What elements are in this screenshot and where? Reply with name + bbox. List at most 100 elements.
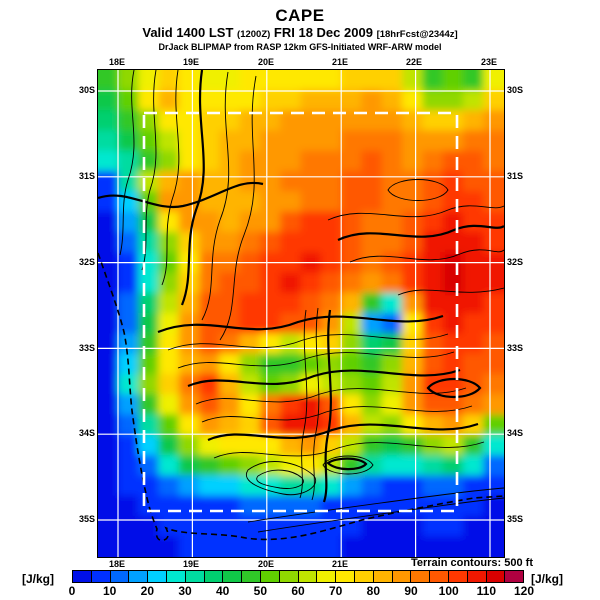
heatmap-cell bbox=[300, 89, 322, 112]
colorbar-segment bbox=[485, 571, 505, 582]
heatmap-cell bbox=[280, 495, 302, 517]
colorbar-segment bbox=[222, 571, 242, 582]
heatmap-cell bbox=[483, 272, 504, 294]
heatmap-cell bbox=[442, 292, 464, 314]
colorbar-segment bbox=[353, 571, 373, 582]
heatmap-cell bbox=[178, 70, 200, 91]
heatmap-cell bbox=[361, 536, 383, 557]
colorbar-units-right: [J/kg] bbox=[531, 572, 564, 586]
heatmap-cell bbox=[239, 536, 261, 557]
heatmap-cell bbox=[199, 130, 221, 152]
heatmap-cell bbox=[402, 353, 424, 375]
colorbar-tick-label: 0 bbox=[68, 584, 76, 598]
heatmap-cell bbox=[422, 536, 444, 557]
heatmap-cell bbox=[117, 170, 140, 193]
heatmap-cell bbox=[422, 70, 444, 91]
heatmap-cell bbox=[98, 536, 119, 557]
heatmap-cell bbox=[138, 70, 160, 91]
colorbar-segment bbox=[447, 571, 467, 582]
heatmap-cell bbox=[300, 394, 322, 416]
heatmap-cell bbox=[462, 313, 485, 335]
heatmap-cell bbox=[158, 292, 180, 314]
graticule-gridlines bbox=[98, 70, 504, 557]
heatmap-cell bbox=[300, 150, 322, 172]
lat-tick-label: 35S bbox=[507, 514, 524, 524]
heatmap-cell bbox=[442, 333, 464, 355]
heatmap-cell bbox=[422, 434, 444, 457]
heatmap-cell bbox=[199, 434, 221, 457]
heatmap-cell bbox=[402, 394, 424, 416]
lon-tick-label: 20E bbox=[257, 559, 275, 569]
heatmap-cell bbox=[300, 170, 322, 193]
heatmap-cell bbox=[361, 333, 383, 355]
heatmap-cell bbox=[483, 536, 504, 557]
heatmap-cell bbox=[158, 150, 180, 172]
heatmap-cell bbox=[199, 495, 221, 517]
lat-tick-label: 34S bbox=[78, 428, 95, 438]
heatmap-cell bbox=[300, 313, 322, 335]
lat-tick-label: 32S bbox=[78, 257, 95, 267]
heatmap-cell bbox=[402, 170, 424, 193]
heatmap-cell bbox=[483, 150, 504, 172]
colorbar-segment bbox=[316, 571, 336, 582]
heatmap-cell bbox=[341, 211, 363, 233]
heatmap-cell bbox=[462, 394, 485, 416]
heatmap-cell bbox=[199, 272, 221, 294]
heatmap-cell bbox=[300, 536, 322, 557]
heatmap-cell bbox=[138, 353, 160, 375]
heatmap-cell bbox=[239, 313, 261, 335]
heatmap-cell bbox=[483, 394, 504, 416]
heatmap-cell bbox=[442, 394, 464, 416]
heatmap-cell bbox=[483, 414, 504, 436]
lon-tick-label: 20E bbox=[257, 57, 275, 67]
heatmap-cell bbox=[158, 191, 180, 213]
heatmap-cell bbox=[483, 170, 504, 193]
heatmap-cell bbox=[341, 373, 363, 396]
heatmap-cell bbox=[422, 455, 444, 477]
heatmap-cell bbox=[462, 455, 485, 477]
heatmap-cell bbox=[402, 272, 424, 294]
heatmap-cell bbox=[199, 373, 221, 396]
heatmap-cell bbox=[138, 394, 160, 416]
heatmap-cell bbox=[320, 272, 343, 294]
colorbar-segment bbox=[278, 571, 298, 582]
heatmap-cell bbox=[219, 333, 241, 355]
heatmap-cell bbox=[199, 313, 221, 335]
heatmap-cell bbox=[280, 231, 302, 254]
heatmap-cell bbox=[361, 150, 383, 172]
heatmap-cell bbox=[402, 536, 424, 557]
heatmap-cell bbox=[320, 414, 343, 436]
heatmap-cell bbox=[483, 89, 504, 112]
heatmap-cell bbox=[341, 475, 363, 497]
colorbar-segment bbox=[259, 571, 279, 582]
heatmap-cell bbox=[483, 313, 504, 335]
heatmap-cell bbox=[178, 495, 200, 517]
heatmap-cell bbox=[138, 333, 160, 355]
heatmap-cell bbox=[442, 130, 464, 152]
heatmap-cell bbox=[239, 414, 261, 436]
heatmap-cell bbox=[199, 89, 221, 112]
heatmap-cell bbox=[422, 394, 444, 416]
heatmap-cell bbox=[320, 353, 343, 375]
heatmap-cell bbox=[280, 394, 302, 416]
heatmap-cell bbox=[158, 333, 180, 355]
heatmap-cell bbox=[117, 292, 140, 314]
heatmap-cell bbox=[320, 333, 343, 355]
heatmap-cell bbox=[422, 130, 444, 152]
heatmap-cell bbox=[422, 191, 444, 213]
heatmap-cell bbox=[462, 475, 485, 497]
heatmap-cell bbox=[219, 130, 241, 152]
heatmap-cell bbox=[178, 394, 200, 416]
heatmap-cell bbox=[320, 150, 343, 172]
heatmap-cell bbox=[138, 475, 160, 497]
lon-tick-label: 22E bbox=[405, 57, 423, 67]
heatmap-cell bbox=[219, 373, 241, 396]
heatmap-cell bbox=[259, 110, 282, 132]
heatmap-cell bbox=[239, 272, 261, 294]
heatmap-cell bbox=[300, 475, 322, 497]
heatmap-cell bbox=[178, 110, 200, 132]
heatmap-cell bbox=[199, 353, 221, 375]
heatmap-cell bbox=[341, 333, 363, 355]
heatmap-cell bbox=[483, 475, 504, 497]
heatmap-cell bbox=[442, 89, 464, 112]
